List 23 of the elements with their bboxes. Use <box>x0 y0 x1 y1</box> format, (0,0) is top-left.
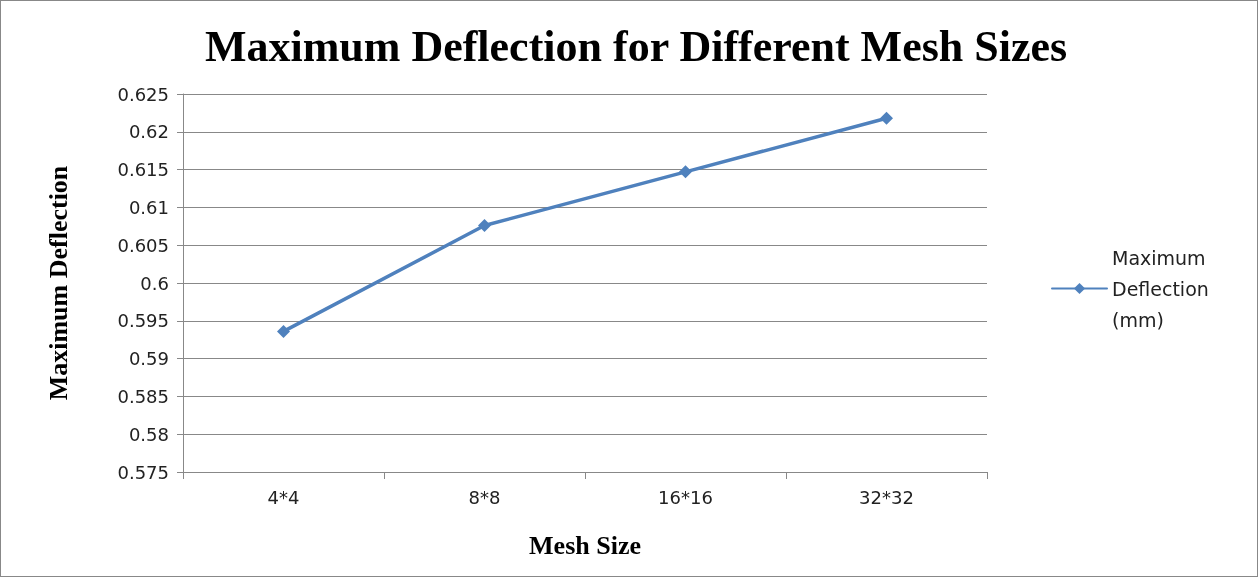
x-axis-title: Mesh Size <box>529 530 641 560</box>
point <box>679 165 692 179</box>
y-tick-label: 0.595 <box>117 310 169 332</box>
y-tick-label: 0.575 <box>117 461 169 483</box>
y-tick-label: 0.58 <box>128 423 169 445</box>
x-tick-label: 4*4 <box>267 486 300 508</box>
point <box>478 219 491 233</box>
y-tick-label: 0.61 <box>128 196 169 218</box>
y-tick-label: 0.59 <box>128 348 169 370</box>
x-tick-label: 16*16 <box>658 486 713 508</box>
y-tick-label: 0.6 <box>140 272 169 294</box>
chart-title: Maximum Deflection for Different Mesh Sizes <box>204 21 1068 71</box>
y-tick-label: 0.615 <box>117 159 169 181</box>
point <box>277 324 290 338</box>
legend-label: Maximum Deflection (mm) <box>1112 246 1215 331</box>
x-tick-label: 8*8 <box>468 486 501 508</box>
y-tick-label: 0.62 <box>128 121 169 143</box>
y-tick-label: 0.585 <box>117 385 169 407</box>
y-axis-title: Maximum Deflection <box>43 165 73 401</box>
y-tick-label: 0.625 <box>117 83 169 105</box>
point <box>880 111 893 125</box>
x-tick-label: 32*32 <box>859 486 914 508</box>
y-tick-label: 0.605 <box>117 234 169 256</box>
